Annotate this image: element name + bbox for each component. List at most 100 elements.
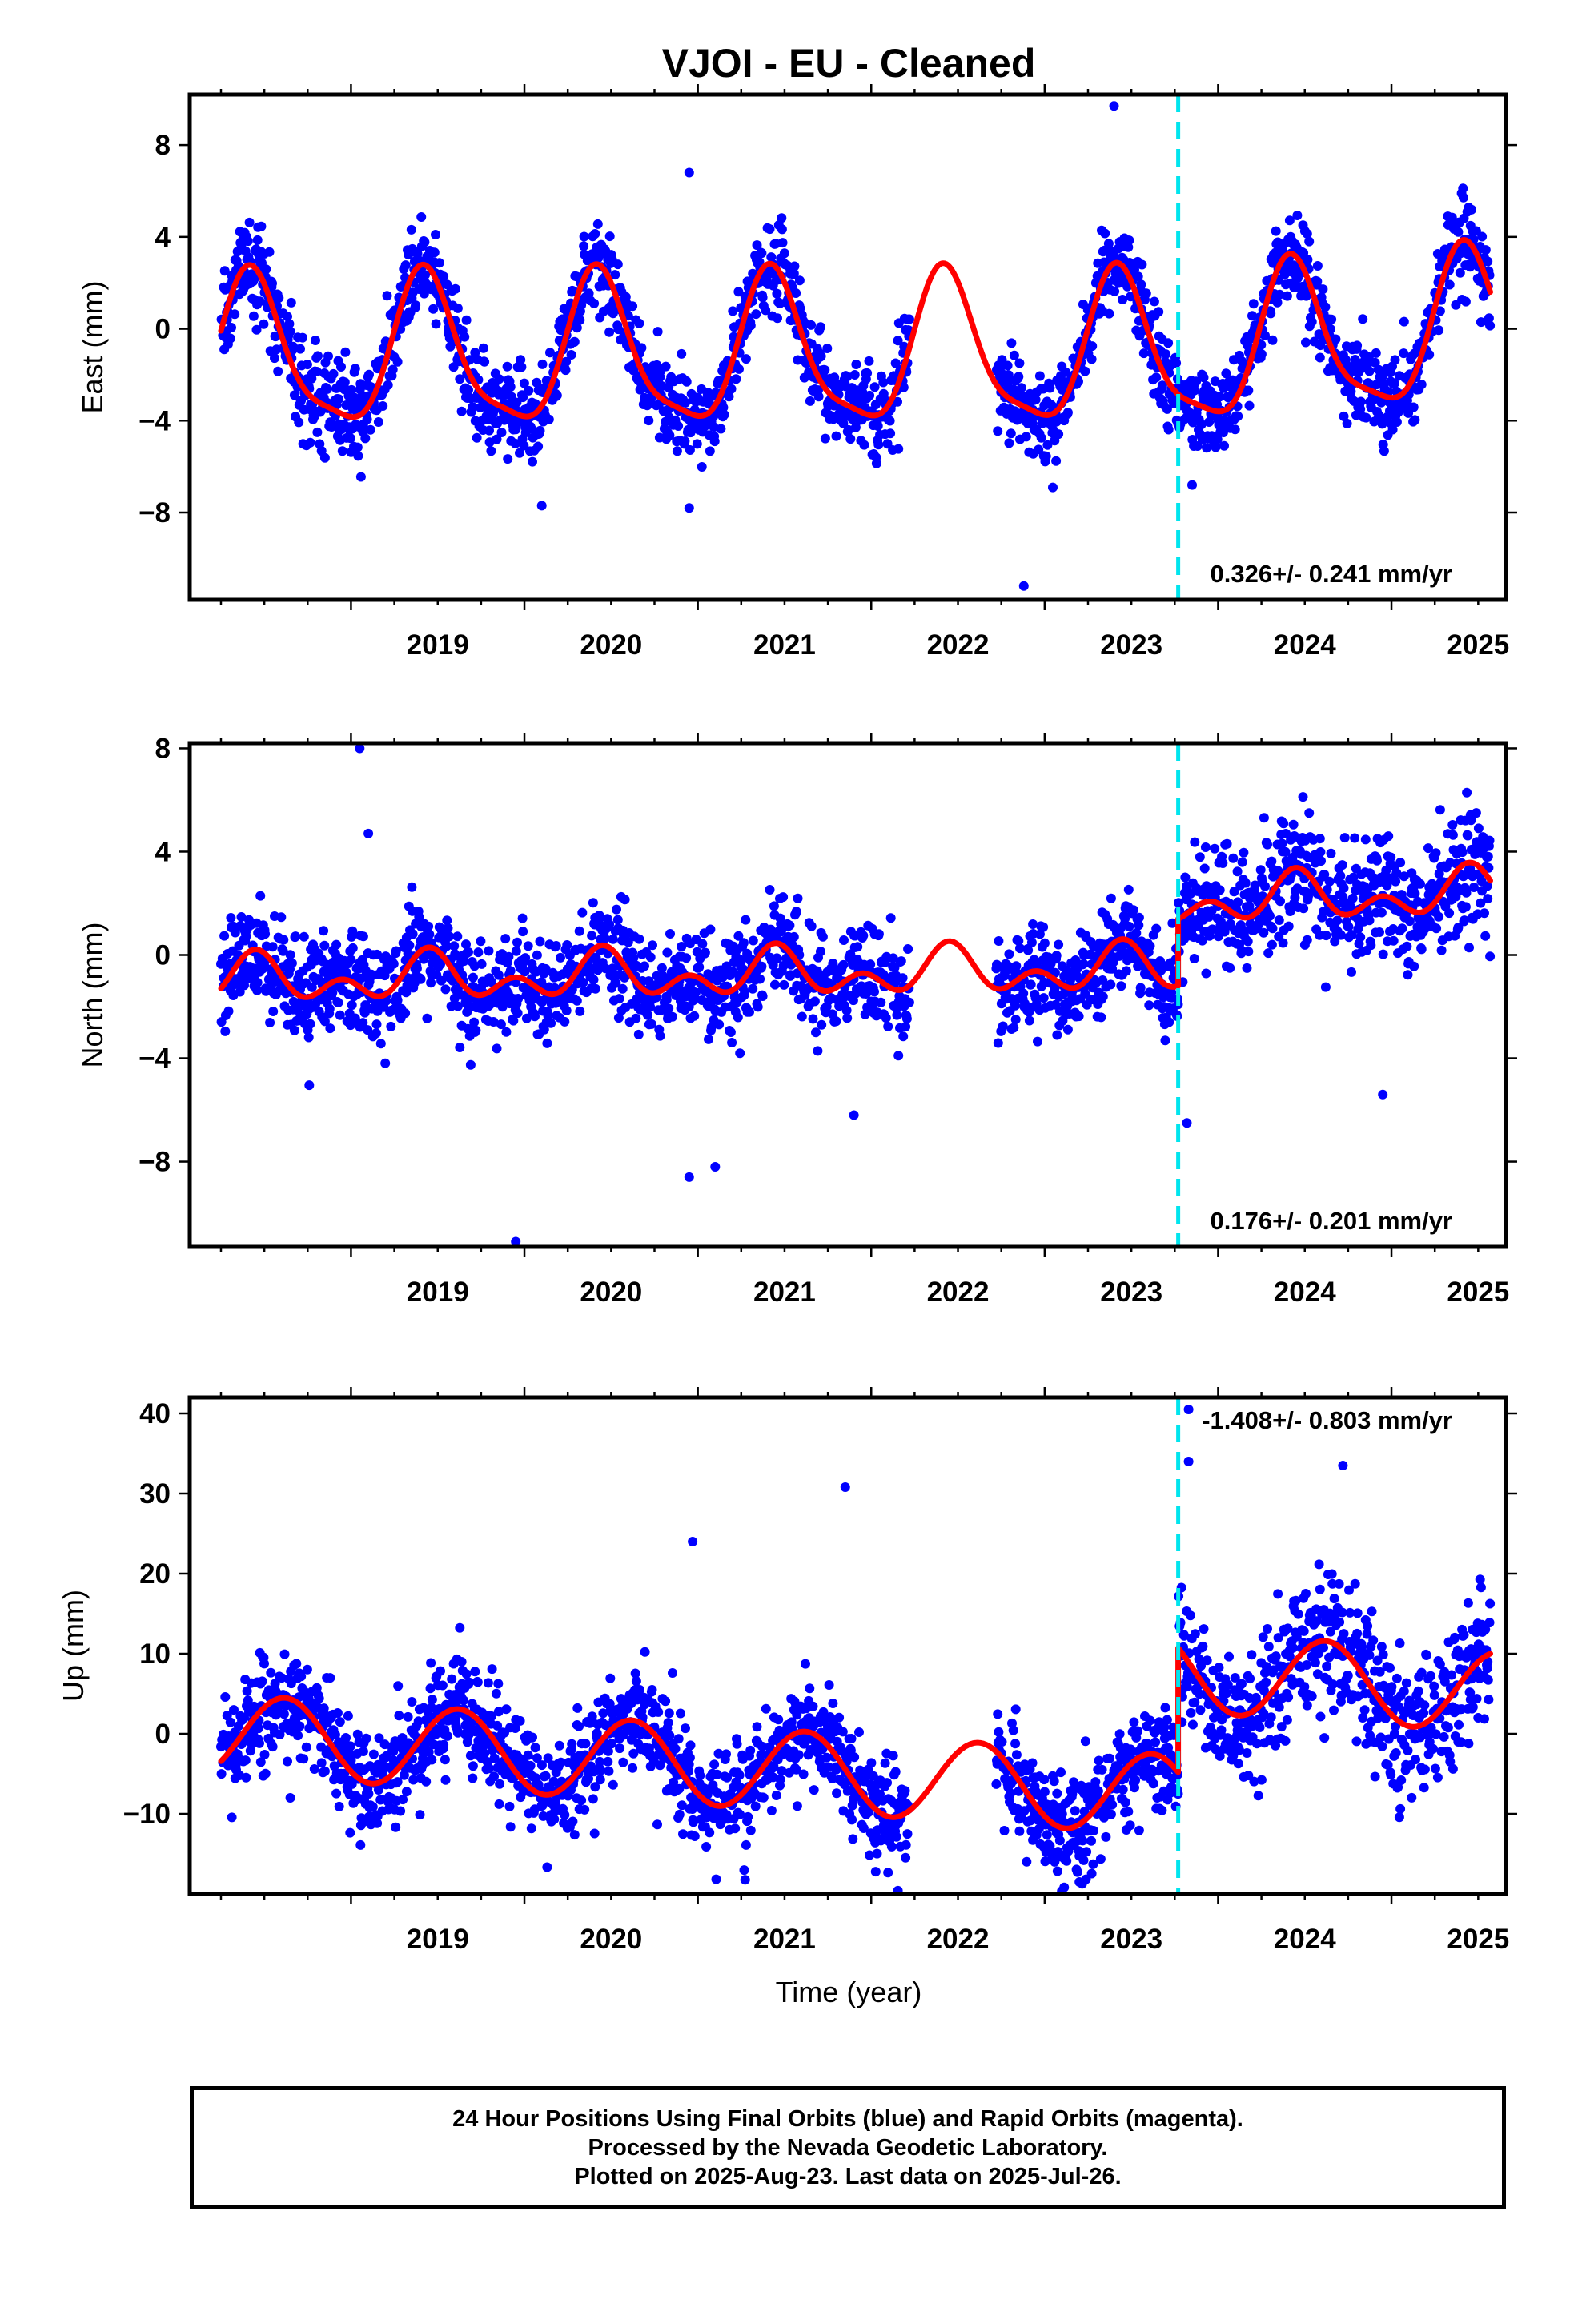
data-point bbox=[1014, 372, 1024, 382]
data-point bbox=[450, 283, 460, 294]
data-point bbox=[1180, 872, 1191, 883]
data-point bbox=[380, 1058, 391, 1068]
data-point bbox=[661, 995, 672, 1005]
data-point bbox=[1243, 385, 1254, 396]
data-point bbox=[1386, 852, 1396, 862]
data-point bbox=[243, 236, 253, 247]
data-point bbox=[494, 374, 504, 384]
data-point bbox=[893, 444, 904, 454]
data-point bbox=[574, 926, 584, 936]
data-point bbox=[612, 915, 623, 925]
data-point-outlier bbox=[1109, 101, 1119, 111]
data-point bbox=[492, 1043, 502, 1054]
data-point bbox=[252, 985, 263, 995]
data-point bbox=[449, 941, 460, 951]
data-point bbox=[681, 953, 692, 963]
data-point bbox=[331, 1788, 342, 1799]
data-point bbox=[252, 235, 263, 245]
data-point bbox=[1026, 937, 1037, 947]
data-point bbox=[643, 1010, 653, 1020]
data-point bbox=[332, 1708, 343, 1718]
data-point bbox=[1164, 1017, 1174, 1027]
data-point-outlier bbox=[1378, 1089, 1388, 1100]
data-point bbox=[793, 893, 803, 903]
data-point bbox=[1484, 835, 1495, 846]
data-point bbox=[773, 313, 782, 324]
data-point bbox=[741, 354, 751, 364]
data-point bbox=[469, 1017, 480, 1027]
data-point bbox=[1460, 902, 1471, 912]
data-point bbox=[817, 931, 828, 942]
data-point bbox=[640, 961, 649, 971]
data-point bbox=[1199, 372, 1209, 383]
data-point bbox=[816, 351, 826, 361]
data-point bbox=[1154, 307, 1164, 317]
data-point bbox=[862, 368, 873, 378]
data-point bbox=[1376, 907, 1387, 918]
data-point bbox=[665, 929, 675, 939]
data-point bbox=[252, 977, 263, 987]
data-point bbox=[566, 350, 576, 360]
data-point bbox=[472, 432, 482, 443]
data-point bbox=[439, 271, 449, 282]
data-point bbox=[1379, 446, 1389, 456]
data-point bbox=[259, 1659, 269, 1669]
data-point bbox=[334, 394, 344, 404]
data-point bbox=[697, 462, 707, 472]
data-point bbox=[452, 303, 463, 313]
data-point bbox=[820, 365, 830, 375]
data-point bbox=[1263, 839, 1272, 850]
data-point bbox=[652, 327, 663, 337]
data-point bbox=[1038, 993, 1049, 1003]
data-point bbox=[694, 962, 705, 972]
data-point bbox=[382, 291, 392, 301]
data-point bbox=[1190, 385, 1200, 396]
data-point bbox=[255, 1738, 264, 1748]
data-point bbox=[248, 311, 259, 321]
data-point bbox=[704, 1034, 713, 1044]
data-point bbox=[845, 434, 856, 444]
data-point bbox=[345, 433, 355, 444]
data-point bbox=[295, 1721, 305, 1731]
data-point bbox=[1350, 833, 1360, 843]
data-point bbox=[1355, 396, 1366, 407]
data-point bbox=[745, 1007, 754, 1017]
data-point bbox=[427, 1755, 437, 1765]
data-point bbox=[323, 351, 333, 361]
data-point bbox=[1267, 335, 1278, 345]
data-point bbox=[1288, 819, 1299, 830]
x-tick-label: 2021 bbox=[753, 629, 816, 661]
data-point bbox=[1024, 1015, 1034, 1026]
data-point bbox=[904, 314, 914, 324]
data-point bbox=[1263, 948, 1274, 959]
data-point bbox=[809, 996, 820, 1007]
data-point bbox=[333, 998, 343, 1007]
x-tick-label: 2023 bbox=[1100, 629, 1162, 661]
data-point bbox=[820, 433, 830, 444]
data-point bbox=[1366, 940, 1376, 951]
data-point bbox=[516, 355, 526, 365]
data-point bbox=[1304, 808, 1315, 818]
data-point bbox=[223, 1006, 234, 1016]
data-point bbox=[295, 344, 305, 354]
data-point bbox=[731, 374, 741, 384]
data-point bbox=[1402, 941, 1412, 951]
data-point bbox=[314, 1693, 324, 1703]
data-point bbox=[1123, 884, 1134, 895]
data-point bbox=[226, 913, 236, 923]
data-point bbox=[1230, 424, 1240, 435]
data-point bbox=[590, 229, 600, 239]
data-point bbox=[869, 382, 880, 392]
data-point bbox=[325, 1023, 335, 1034]
data-point bbox=[779, 248, 789, 259]
data-point-outlier bbox=[684, 167, 694, 178]
data-point bbox=[345, 1827, 355, 1838]
data-point bbox=[903, 944, 913, 954]
data-point bbox=[511, 424, 521, 435]
data-point bbox=[725, 1027, 736, 1037]
data-point bbox=[1144, 1000, 1154, 1011]
data-point bbox=[772, 288, 782, 299]
data-point bbox=[411, 300, 421, 311]
data-point bbox=[1260, 330, 1270, 340]
data-point bbox=[689, 1011, 700, 1021]
